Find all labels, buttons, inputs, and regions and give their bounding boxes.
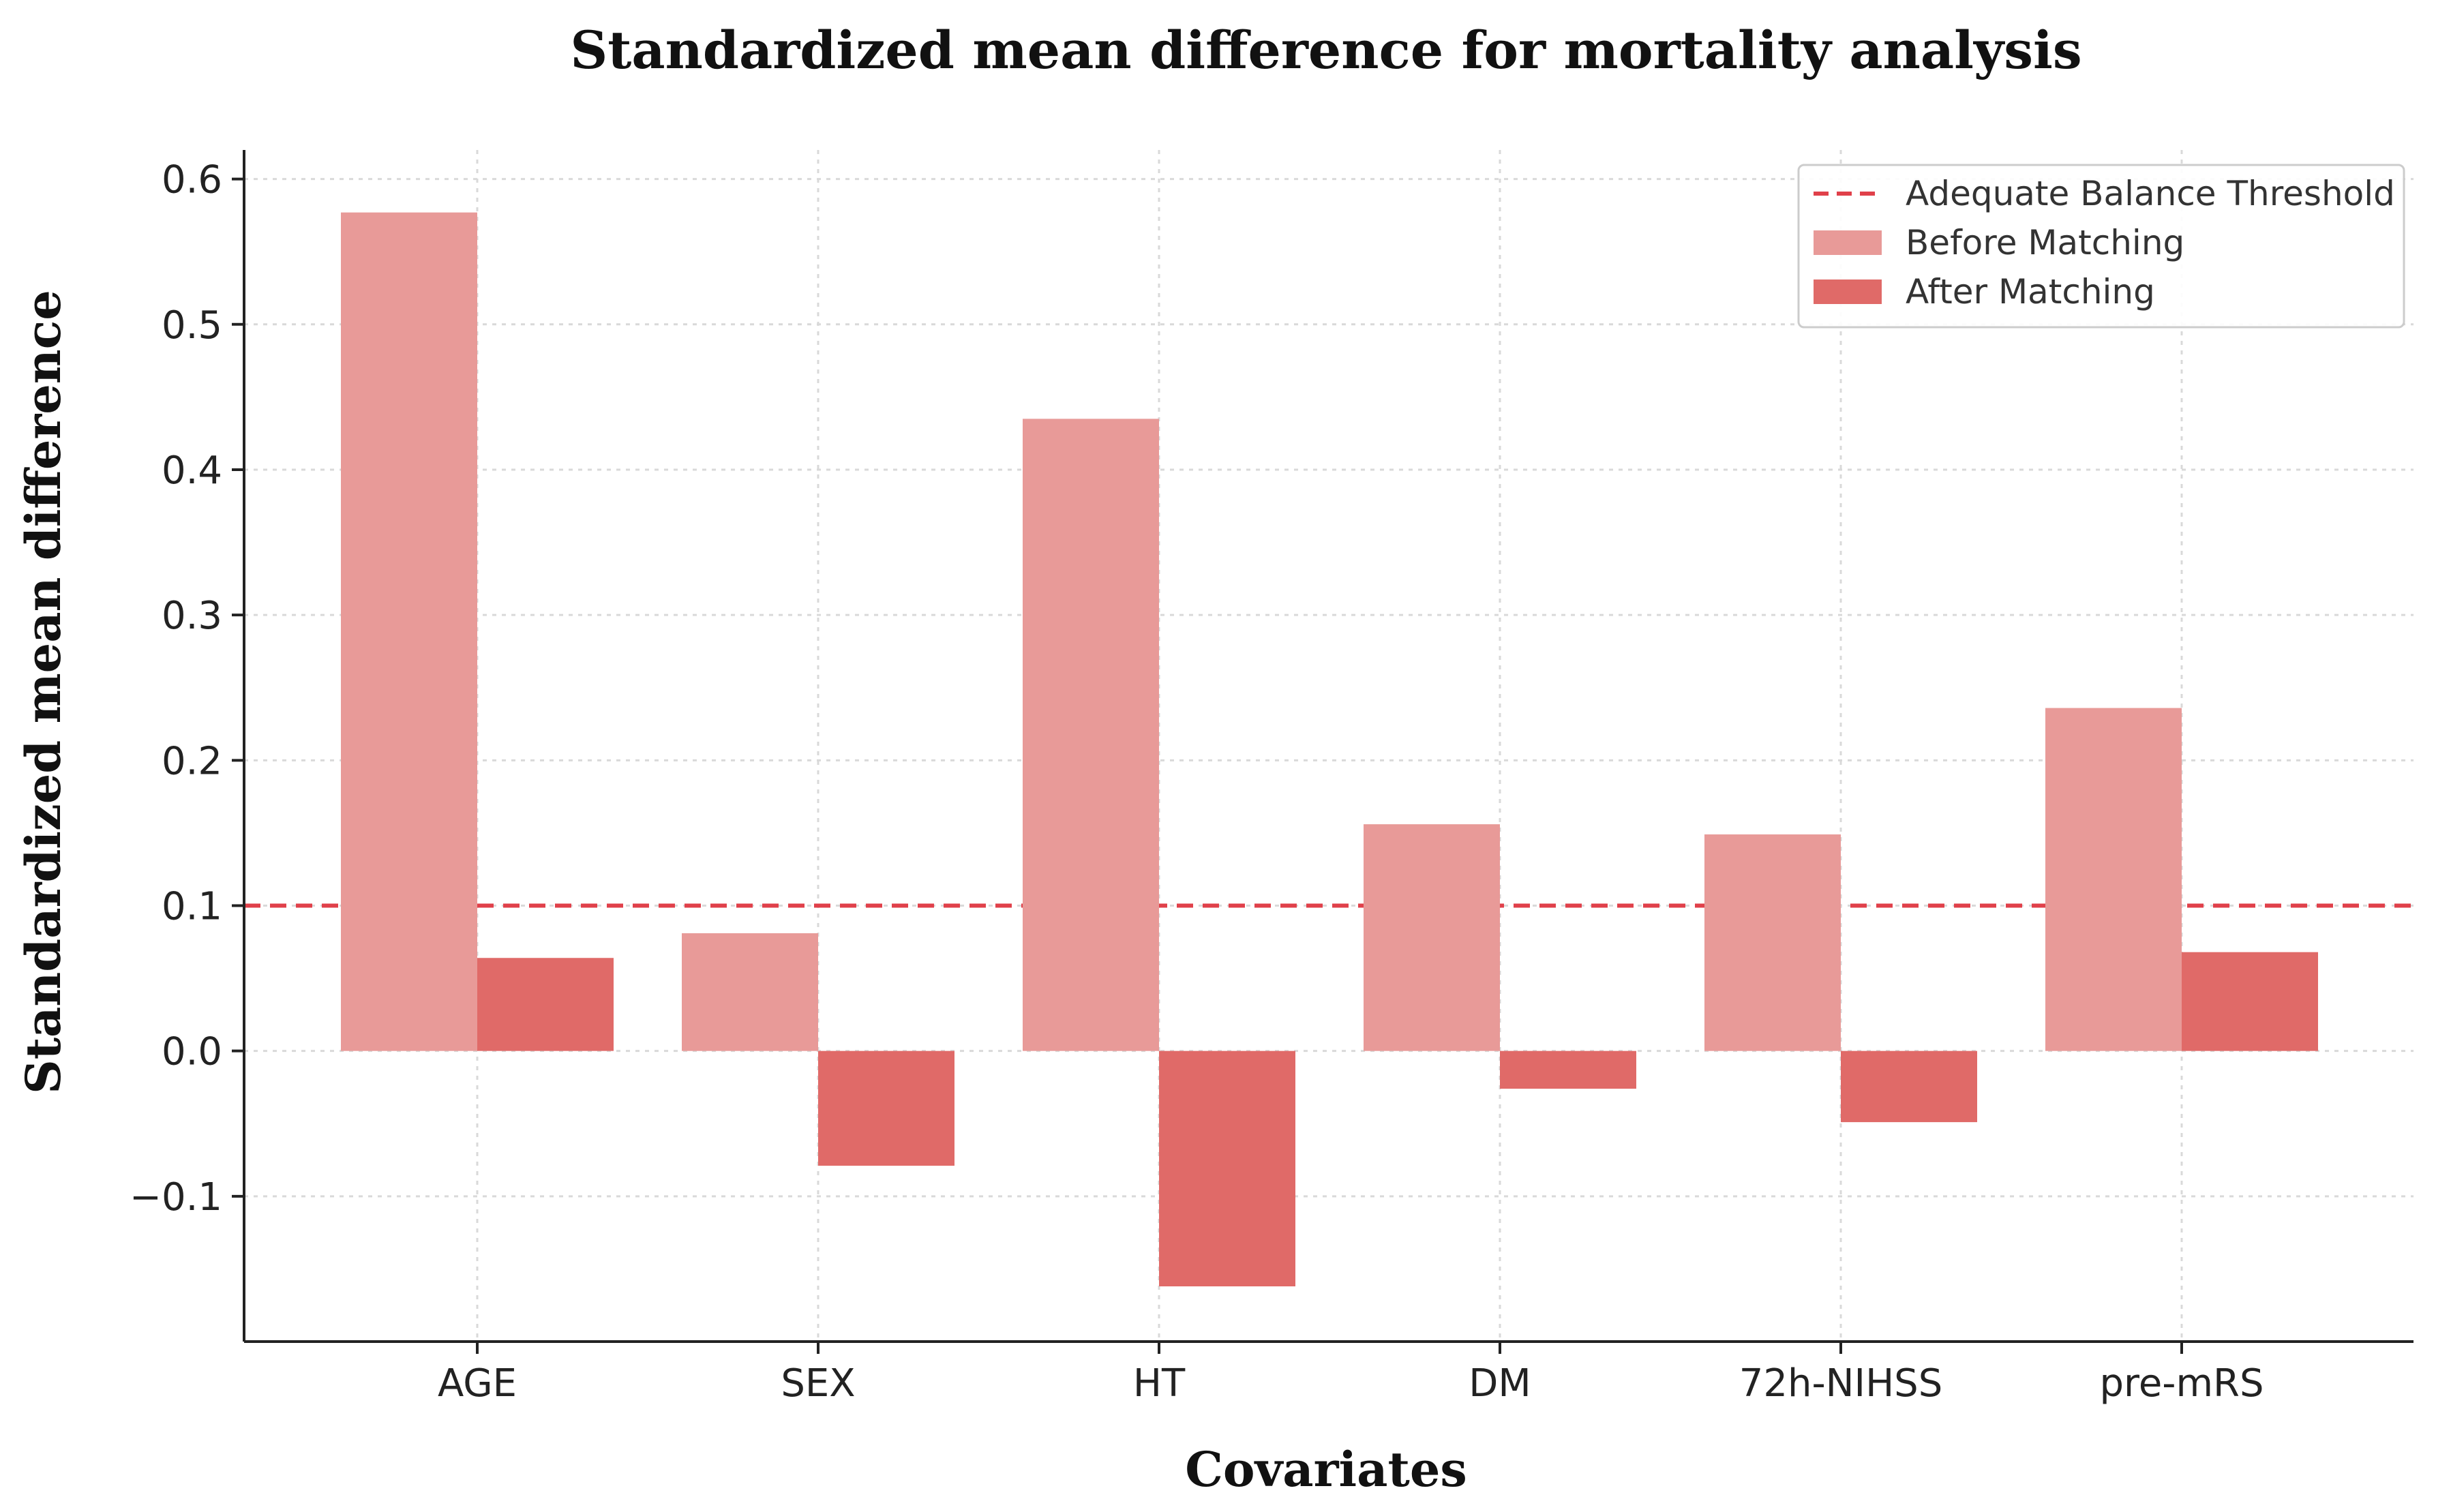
y-tick-label: 0.1 [162,884,222,928]
bars [341,212,2318,1286]
bar-after-ht [1159,1050,1295,1286]
legend-threshold-label: Adequate Balance Threshold [1906,174,2395,213]
y-tick-label: 0.3 [162,594,222,638]
y-tick-label: 0.0 [162,1030,222,1074]
bar-after-sex [818,1050,954,1166]
x-tick-label: DM [1469,1361,1531,1406]
legend-before-label: Before Matching [1906,223,2184,262]
bar-before-pre-mrs [2045,708,2182,1051]
x-tick-label: 72h-NIHSS [1739,1361,1943,1406]
bar-before-age [341,212,477,1051]
bar-before-72h-nihss [1704,834,1841,1051]
y-tick-label: 0.5 [162,303,222,348]
x-axis-label: Covariates [1185,1441,1467,1498]
x-tick-label: AGE [438,1361,517,1406]
legend-box [1797,164,2405,329]
axes [243,150,2414,1343]
bar-before-dm [1364,824,1500,1051]
x-tick-label: HT [1133,1361,1186,1406]
bar-after-pre-mrs [2182,952,2318,1051]
x-tick-label: pre-mRS [2099,1361,2264,1406]
y-axis-label: Standardized mean difference [15,290,72,1094]
x-ticks: AGE SEX HT DM 72h-NIHSS pre-mRS [438,1342,2264,1406]
legend-after-swatch [1814,279,1882,304]
bar-after-72h-nihss [1841,1050,1977,1123]
bar-after-age [477,958,614,1051]
bar-after-dm [1500,1050,1636,1089]
legend-before-swatch [1814,230,1882,255]
bar-before-ht [1023,419,1159,1051]
legend: Adequate Balance Threshold Before Matchi… [1797,164,2405,329]
y-tick-label: 0.2 [162,739,222,783]
y-tick-label: 0.4 [162,449,222,493]
chart-title: Standardized mean difference for mortali… [570,20,2081,80]
bar-before-sex [682,933,818,1051]
y-tick-label: −0.1 [130,1175,222,1220]
x-tick-label: SEX [781,1361,855,1406]
y-ticks: −0.1 0.0 0.1 0.2 0.3 0.4 0.5 0.6 [130,158,244,1220]
legend-after-label: After Matching [1906,272,2155,312]
y-tick-label: 0.6 [162,158,222,202]
